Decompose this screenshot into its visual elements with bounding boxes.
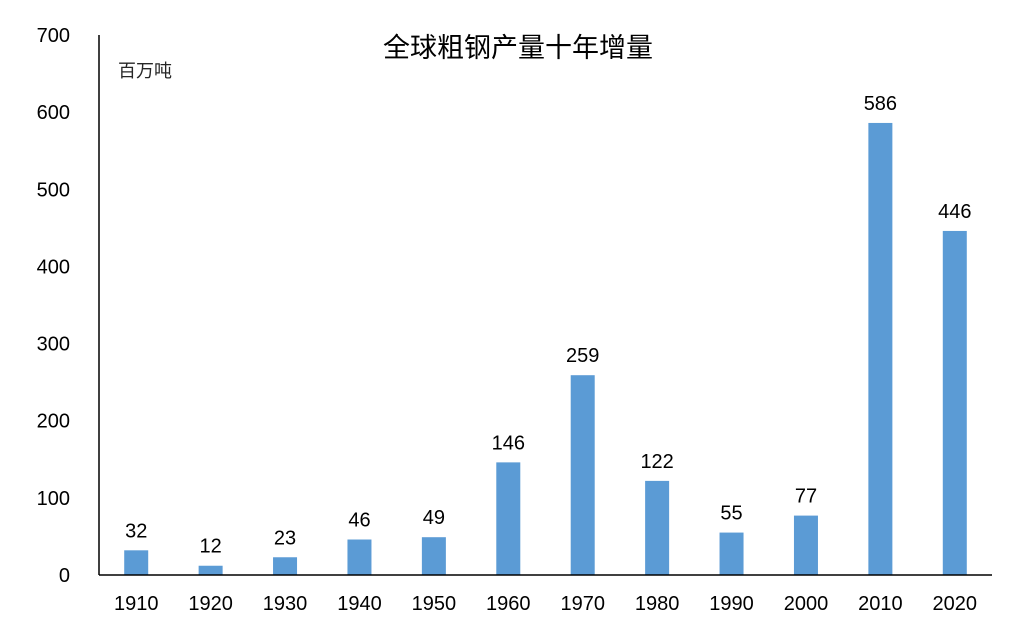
x-tick-label: 1970 [560, 593, 605, 615]
x-tick-label: 1990 [709, 593, 754, 615]
bar [421, 537, 446, 575]
y-tick-label: 100 [37, 488, 70, 510]
data-label: 23 [274, 527, 296, 549]
y-tick-label: 400 [37, 256, 70, 278]
data-label: 49 [423, 507, 445, 529]
bar [198, 565, 223, 575]
data-label: 12 [200, 536, 222, 558]
x-tick-label: 2020 [933, 593, 978, 615]
bar [719, 532, 744, 575]
x-tick-label: 1960 [486, 593, 531, 615]
y-tick-label: 200 [37, 411, 70, 433]
data-label: 46 [348, 510, 370, 532]
bar [347, 539, 372, 575]
chart-title: 全球粗钢产量十年增量 [383, 33, 653, 64]
x-tick-label: 1940 [337, 593, 382, 615]
x-tick-label: 1980 [635, 593, 680, 615]
bar [496, 462, 521, 575]
data-label: 77 [795, 486, 817, 508]
bar [273, 557, 298, 575]
x-tick-label: 2010 [858, 593, 903, 615]
x-tick-label: 1950 [412, 593, 457, 615]
data-label: 259 [566, 345, 599, 367]
data-label: 122 [640, 451, 673, 473]
x-tick-label: 2000 [784, 593, 829, 615]
y-tick-label: 700 [37, 25, 70, 47]
data-label: 146 [492, 432, 525, 454]
y-tick-label: 600 [37, 102, 70, 124]
unit-label: 百万吨 [118, 61, 172, 82]
bar [942, 230, 967, 575]
x-axis-ticks: 1910 1920 1930 1940 1950 1960 1970 1980 1990 2000… [114, 593, 977, 615]
y-tick-label: 0 [59, 565, 70, 587]
x-tick-label: 1910 [114, 593, 159, 615]
bar [570, 375, 595, 575]
x-tick-label: 1930 [263, 593, 308, 615]
data-label: 32 [125, 520, 147, 542]
data-label: 55 [720, 503, 742, 525]
y-axis-ticks: 0 100 200 300 400 500 600 700 [37, 25, 70, 587]
y-tick-label: 300 [37, 334, 70, 356]
data-label: 586 [864, 93, 897, 115]
bar [124, 550, 149, 575]
y-tick-label: 500 [37, 179, 70, 201]
bars [124, 122, 967, 575]
bar [868, 122, 893, 575]
data-label: 446 [938, 201, 971, 223]
data-labels: 32 12 23 46 49 146 259 122 55 77 586 446 [125, 93, 971, 558]
bar [645, 480, 670, 575]
x-tick-label: 1920 [188, 593, 233, 615]
bar [793, 515, 818, 575]
